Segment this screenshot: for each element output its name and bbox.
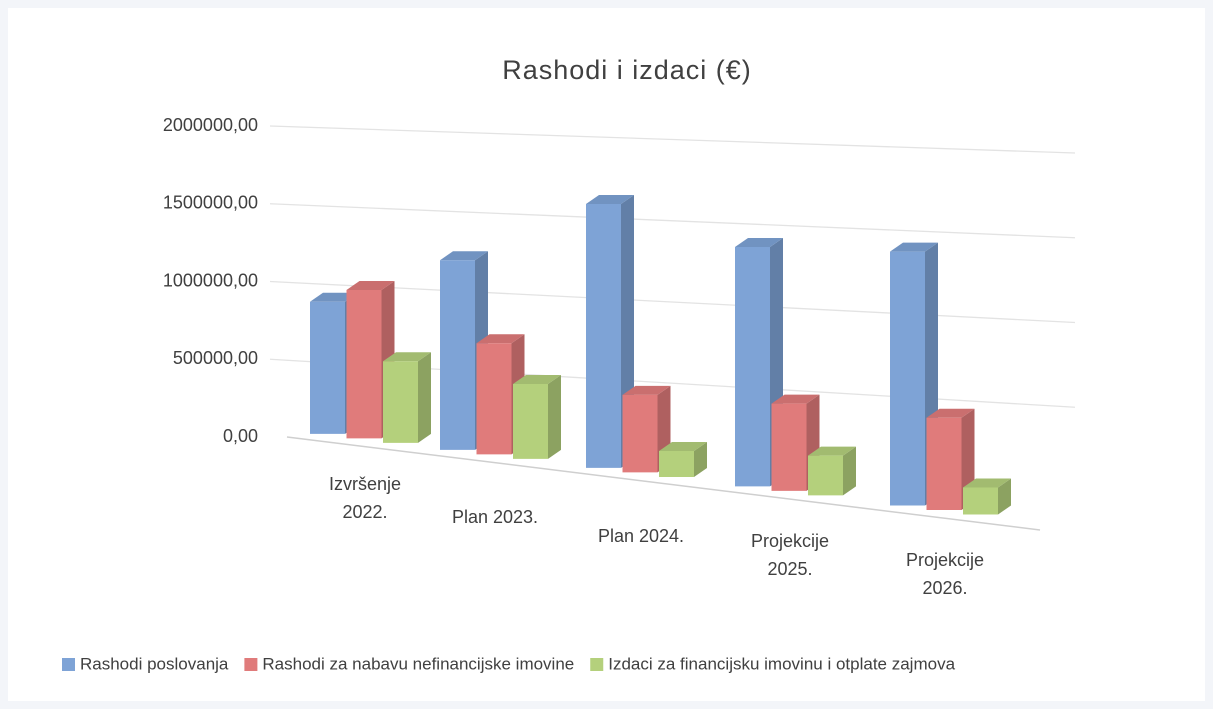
bar-top (735, 237, 783, 247)
y-tick-label: 2000000,00 (163, 115, 258, 135)
bar-top (622, 385, 671, 395)
bar (808, 446, 856, 496)
bar-front (926, 417, 962, 510)
bar (659, 441, 707, 477)
x-tick-label: Izvršenje 2022. (329, 474, 401, 522)
bar-top (926, 408, 975, 418)
bar-side (998, 478, 1011, 515)
bar-side (843, 446, 856, 496)
bar-front (771, 403, 807, 491)
grid-line (269, 280, 1076, 324)
bar-front (440, 260, 475, 450)
bar-top (513, 374, 561, 384)
bar-top (659, 441, 707, 451)
x-tick-label: Plan 2024. (598, 526, 684, 546)
bar-front (586, 203, 621, 468)
bar (383, 352, 431, 443)
bar-top (476, 334, 525, 344)
legend-label: Rashodi poslovanja (80, 654, 229, 673)
bar-front (659, 450, 694, 477)
legend-swatch (590, 658, 604, 671)
bar-front (383, 361, 418, 443)
bar-side (694, 441, 707, 477)
bar-front (808, 455, 843, 496)
floor-line (286, 436, 1041, 531)
bar-top (383, 352, 431, 362)
bar-front (735, 246, 770, 487)
bar-top (346, 280, 395, 290)
bar-side (548, 374, 561, 459)
legend-label: Rashodi za nabavu nefinancijske imovine (262, 654, 574, 673)
bar-front (622, 394, 658, 473)
bar-front (963, 487, 998, 515)
bar-front (513, 383, 548, 459)
grid-line (269, 203, 1076, 239)
x-tick-label: Plan 2023. (452, 507, 538, 527)
chart-title: Rashodi i izdaci (€) (502, 55, 752, 85)
legend-swatch (62, 658, 75, 671)
bar-side (418, 352, 431, 443)
bar-top (310, 292, 358, 302)
bar (513, 374, 561, 459)
y-tick-label: 1500000,00 (163, 193, 258, 213)
bar-top (771, 394, 820, 404)
bar-top (963, 478, 1011, 488)
bar-top (586, 194, 634, 204)
x-tick-label: Projekcije 2026. (906, 550, 984, 598)
bar-front (476, 343, 512, 455)
y-tick-label: 0,00 (223, 426, 258, 446)
legend-label: Izdaci za financijsku imovinu i otplate … (608, 654, 955, 673)
bar-front (346, 289, 382, 439)
legend-swatch (244, 658, 258, 671)
bar-top (890, 242, 938, 252)
y-tick-label: 1000000,00 (163, 270, 258, 290)
y-tick-label: 500000,00 (173, 348, 258, 368)
bar (963, 478, 1011, 515)
bar-front (310, 301, 345, 434)
bar-top (808, 446, 856, 456)
grid-line (269, 125, 1076, 154)
bar-top (440, 251, 488, 261)
bar-front (890, 251, 925, 506)
x-tick-label: Projekcije 2025. (751, 531, 829, 579)
